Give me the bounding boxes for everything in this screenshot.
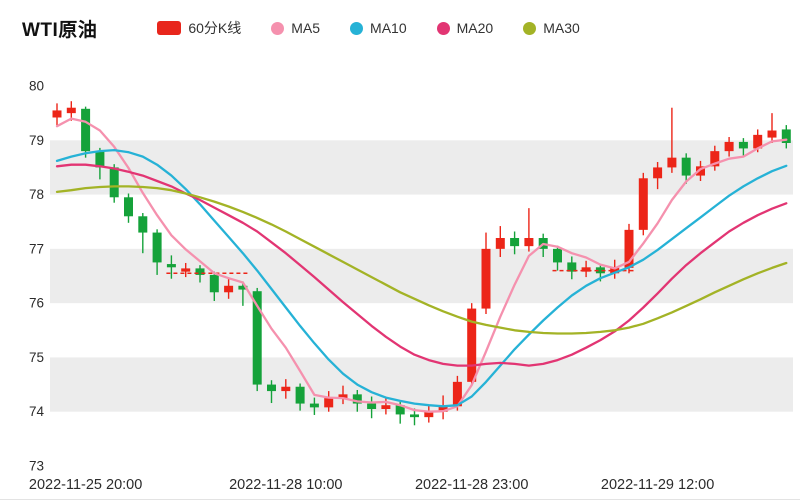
legend-item-ma30[interactable]: MA30 bbox=[523, 20, 580, 36]
y-axis-label: 74 bbox=[29, 404, 45, 419]
ma5-marker-icon bbox=[271, 21, 285, 35]
candle-body bbox=[238, 285, 248, 290]
candle-body bbox=[109, 167, 119, 198]
ma10-marker-icon bbox=[350, 21, 364, 35]
candle-body bbox=[195, 268, 205, 275]
candle-body bbox=[424, 411, 434, 418]
legend-item-label: MA30 bbox=[543, 20, 580, 36]
x-axis-label: 2022-11-28 10:00 bbox=[229, 477, 342, 493]
y-axis-label: 80 bbox=[29, 79, 44, 94]
candle-body bbox=[452, 381, 462, 407]
candle-body bbox=[252, 291, 262, 385]
candle-body bbox=[681, 157, 691, 176]
kline-60min-marker-icon bbox=[157, 21, 182, 35]
candle-body bbox=[696, 166, 705, 176]
y-axis-label: 78 bbox=[29, 187, 44, 202]
legend-item-ma5[interactable]: MA5 bbox=[271, 20, 320, 36]
candle-body bbox=[338, 394, 348, 399]
candle-body bbox=[95, 151, 105, 168]
x-axis-label: 2022-11-28 23:00 bbox=[415, 477, 528, 493]
candle-body bbox=[581, 267, 591, 272]
candle-body bbox=[781, 129, 791, 143]
candle-body bbox=[66, 107, 76, 114]
candle-body bbox=[381, 405, 391, 409]
ma-line-ma20 bbox=[55, 163, 788, 367]
candle-body bbox=[467, 308, 477, 382]
candle-body bbox=[438, 406, 448, 412]
x-axis-label: 2022-11-25 20:00 bbox=[29, 477, 142, 493]
ma30-marker-icon bbox=[523, 21, 537, 35]
candle-body bbox=[524, 238, 534, 247]
candle-body bbox=[324, 398, 334, 408]
legend-item-label: MA10 bbox=[370, 20, 407, 36]
candle-body bbox=[352, 394, 362, 404]
candle-body bbox=[152, 232, 162, 263]
candle-body bbox=[224, 285, 234, 293]
candle-body bbox=[81, 108, 91, 152]
candle-body bbox=[309, 403, 319, 408]
candle-body bbox=[553, 248, 562, 263]
chart-header: WTI原油 60分K线 MA5 MA10 MA20 MA30 bbox=[0, 0, 800, 56]
candle-body bbox=[567, 262, 577, 272]
candle-body bbox=[52, 110, 62, 118]
y-axis-label: 75 bbox=[29, 350, 44, 365]
candle-body bbox=[767, 130, 777, 138]
y-axis-label: 79 bbox=[29, 133, 44, 148]
candle-body bbox=[410, 414, 419, 418]
candle-body bbox=[610, 267, 620, 274]
candle-body bbox=[510, 238, 520, 247]
candle-body bbox=[281, 386, 291, 392]
candle-body bbox=[367, 403, 377, 409]
legend-item-label: 60分K线 bbox=[188, 20, 242, 36]
legend-item-ma10[interactable]: MA10 bbox=[350, 20, 407, 36]
candle-body bbox=[653, 167, 663, 179]
chart-legend: 60分K线 MA5 MA10 MA20 MA30 bbox=[157, 18, 580, 38]
candle-body bbox=[395, 405, 405, 415]
candle-body bbox=[138, 216, 148, 233]
candle-body bbox=[624, 229, 634, 268]
candle-body bbox=[753, 134, 763, 149]
y-axis-label: 77 bbox=[29, 241, 44, 256]
candle-body bbox=[209, 274, 219, 293]
chart-band bbox=[50, 357, 793, 412]
candle-body bbox=[481, 248, 491, 309]
x-axis-label: 2022-11-29 12:00 bbox=[601, 477, 714, 493]
candle-body bbox=[495, 238, 505, 249]
candle-body bbox=[595, 267, 605, 274]
candle-body bbox=[667, 157, 677, 168]
candle-body bbox=[267, 384, 276, 392]
legend-item-label: MA5 bbox=[291, 20, 321, 36]
legend-item-kline-60min[interactable]: 60分K线 bbox=[157, 18, 241, 38]
candle-body bbox=[738, 141, 748, 149]
ma-line-ma30 bbox=[55, 185, 788, 335]
candle-body bbox=[724, 141, 734, 152]
candlestick-chart[interactable]: 73 74 75 76 77 78 79 80 2022-11-25 20:00 2022-11-… bbox=[0, 56, 800, 502]
y-axis-label: 73 bbox=[29, 459, 44, 474]
candle-body bbox=[124, 197, 133, 217]
candle-body bbox=[638, 178, 648, 230]
ma-line-ma5 bbox=[55, 117, 788, 413]
page-title: WTI原油 bbox=[22, 19, 98, 41]
legend-item-label: MA20 bbox=[456, 20, 494, 36]
candle-body bbox=[710, 151, 720, 167]
ma20-marker-icon bbox=[436, 21, 450, 35]
ma-line-ma10 bbox=[55, 148, 788, 408]
candle-body bbox=[295, 386, 305, 404]
y-axis-label: 76 bbox=[29, 296, 44, 311]
legend-item-ma20[interactable]: MA20 bbox=[436, 20, 494, 36]
candle-body bbox=[181, 268, 191, 272]
chart-band bbox=[50, 248, 793, 304]
candle-body bbox=[166, 264, 176, 268]
